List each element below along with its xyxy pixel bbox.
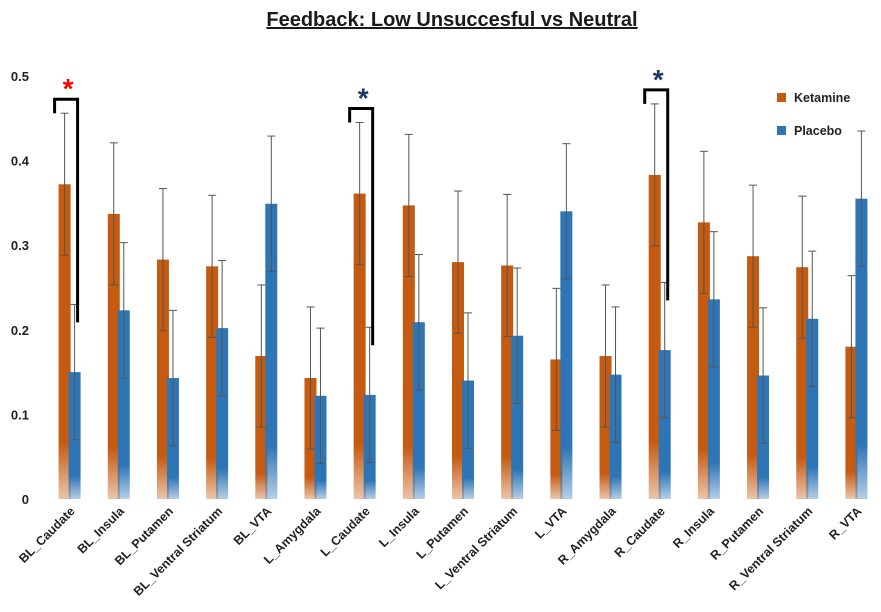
x-tick-label: BL_VTA [231, 504, 275, 548]
error-bars-group [60, 103, 866, 464]
bar-ketamine-bl-ventral-striatum [206, 266, 219, 499]
bar-ketamine-r-insula [697, 222, 710, 499]
y-tick-label: 0.5 [11, 69, 29, 84]
significance-star-l-caudate: * [358, 83, 369, 114]
legend-swatch-placebo [777, 126, 786, 135]
y-tick-label: 0.3 [11, 238, 29, 253]
significance-bracket-l-caudate [348, 107, 375, 346]
x-tick-label: L_Ventral Striatum [432, 504, 520, 592]
y-axis: 0 0.1 0.2 0.3 0.4 0.5 [11, 69, 30, 507]
y-tick-label: 0.4 [11, 154, 30, 169]
bar-ketamine-l-putamen [452, 262, 464, 499]
chart-title: Feedback: Low Unsuccesful vs Neutral [266, 9, 637, 31]
x-tick-label: R_VTA [826, 504, 864, 542]
bar-placebo-bl-ventral-striatum [216, 328, 229, 499]
x-tick-label: BL_Ventral Striatum [131, 504, 225, 598]
y-tick-label: 0 [22, 492, 29, 507]
y-tick-label: 0.1 [11, 407, 29, 422]
significance-bracket-r-caudate [643, 88, 670, 301]
bar-ketamine-bl-caudate [58, 184, 71, 499]
x-tick-label: R_Insula [670, 503, 717, 550]
legend-label-ketamine: Ketamine [794, 91, 850, 105]
y-tick-label: 0.2 [11, 323, 29, 338]
bar-placebo-r-insula [707, 299, 720, 499]
x-tick-label: BL_Caudate [16, 504, 78, 566]
bar-placebo-bl-insula [117, 310, 130, 499]
bar-placebo-r-vta [855, 198, 868, 500]
bars-group [58, 174, 868, 500]
x-tick-label: L_Caudate [318, 504, 373, 559]
bar-placebo-bl-vta [265, 203, 278, 499]
bar-ketamine-l-ventral-striatum [501, 265, 514, 499]
significance-bracket-bl-caudate [53, 97, 80, 323]
significance-group: * * * [53, 64, 670, 346]
x-axis: BL_CaudateBL_InsulaBL_PutamenBL_Ventral … [16, 503, 864, 598]
x-tick-label: BL_Insula [75, 503, 128, 556]
legend-label-placebo: Placebo [794, 124, 842, 138]
x-tick-label: R_Ventral Striatum [726, 504, 815, 593]
x-tick-label: L_VTA [532, 504, 569, 541]
legend: Ketamine Placebo [777, 91, 850, 138]
x-tick-label: L_Insula [376, 503, 422, 549]
significance-star-r-caudate: * [653, 64, 664, 95]
bar-ketamine-r-ventral-striatum [796, 267, 809, 499]
bar-ketamine-l-insula [402, 205, 415, 500]
bar-placebo-r-caudate [658, 350, 671, 499]
significance-star-bl-caudate: * [63, 73, 74, 104]
bar-ketamine-bl-putamen [156, 259, 169, 499]
legend-swatch-ketamine [777, 93, 786, 102]
bar-placebo-l-vta [560, 211, 573, 500]
x-tick-label: R_Caudate [612, 504, 668, 560]
bar-placebo-r-ventral-striatum [806, 318, 819, 499]
bar-ketamine-r-vta [845, 346, 858, 499]
bar-ketamine-r-caudate [648, 174, 661, 499]
bar-ketamine-l-caudate [353, 193, 366, 499]
bar-placebo-l-ventral-striatum [511, 335, 524, 499]
bar-placebo-l-insula [412, 322, 425, 499]
bar-ketamine-r-putamen [747, 256, 760, 499]
